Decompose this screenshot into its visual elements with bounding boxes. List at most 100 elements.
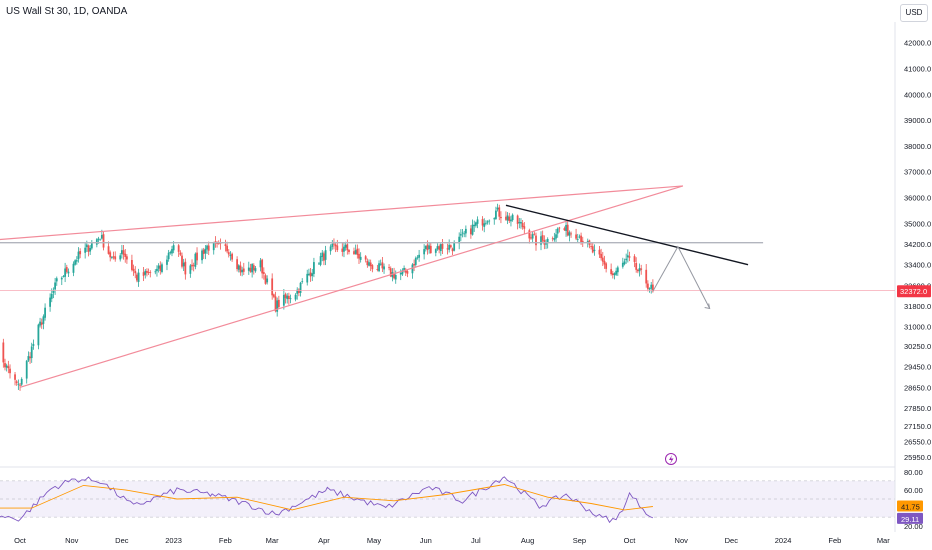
candle-body (633, 256, 636, 262)
candle-body (616, 267, 619, 273)
candle-body (286, 295, 289, 300)
candle-body (97, 238, 100, 240)
candle-body (271, 278, 274, 296)
candle-body (217, 243, 220, 245)
candle-body (354, 250, 357, 254)
candle-body (299, 282, 302, 293)
symbol-title: US Wall St 30, 1D, OANDA (6, 6, 128, 17)
candle-body (65, 267, 68, 272)
candle-body (122, 250, 125, 255)
time-tick-label: 2023 (165, 536, 182, 545)
candle-body (318, 263, 320, 265)
candle-body (605, 263, 608, 269)
candle-body (52, 290, 55, 293)
candle-body (434, 249, 437, 253)
candle-body (309, 272, 312, 277)
candle-body (75, 260, 78, 262)
candle-body (615, 270, 618, 275)
time-tick-label: Aug (521, 536, 534, 545)
price-tick-label: 31000.0 (904, 323, 931, 332)
candle-body (493, 218, 496, 220)
rsi-line (0, 476, 654, 524)
candle-body (448, 244, 451, 250)
candle-body (90, 243, 93, 249)
price-tick-label: 29450.0 (904, 363, 931, 372)
time-tick-label: Feb (828, 536, 841, 545)
candle-body (621, 262, 624, 267)
time-tick-label: Oct (14, 536, 27, 545)
candle-body (110, 257, 113, 258)
candle-body (201, 250, 203, 261)
candle-body (25, 360, 28, 379)
candle-body (551, 238, 554, 240)
candle-body (511, 214, 514, 221)
candle-body (416, 257, 419, 259)
candle-body (206, 245, 208, 250)
candle-body (626, 255, 629, 258)
candle-body (423, 249, 426, 255)
candle-body (389, 268, 392, 277)
candle-body (344, 245, 347, 248)
candle-body (264, 275, 267, 284)
price-tick-label: 34200.0 (904, 240, 931, 249)
candle-body (40, 322, 43, 325)
candle-body (55, 278, 58, 282)
candle-body (15, 381, 18, 384)
candle-body (294, 294, 297, 300)
candle-body (89, 248, 92, 252)
candle-body (236, 259, 239, 270)
candle-body (287, 295, 290, 299)
price-tick-label: 37000.0 (904, 168, 931, 177)
candle-body (558, 227, 561, 229)
candle-body (196, 252, 198, 261)
candle-body (114, 256, 117, 260)
candle-body (64, 268, 67, 277)
price-tick-label: 33400.0 (904, 261, 931, 270)
candle-body (177, 245, 180, 252)
time-tick-label: Oct (624, 536, 637, 545)
candle-body (179, 252, 182, 255)
candle-body (635, 263, 638, 270)
candle-body (146, 270, 148, 273)
price-tick-label: 30250.0 (904, 342, 931, 351)
candle-body (376, 268, 379, 270)
candle-body (399, 273, 402, 275)
time-tick-label: Jul (471, 536, 481, 545)
candle-body (446, 248, 449, 250)
candle-body (276, 300, 279, 312)
candle-body (438, 246, 441, 250)
candle-body (488, 220, 491, 222)
candle-body (54, 282, 57, 290)
wedge-lower-line (19, 185, 684, 388)
candle-body (181, 255, 183, 267)
time-tick-label: Mar (877, 536, 890, 545)
candle-body (44, 307, 46, 318)
candle-body (476, 219, 479, 224)
candle-body (523, 226, 526, 229)
candle-body (580, 235, 582, 243)
candle-body (301, 281, 304, 282)
candle-body (62, 276, 65, 277)
candle-body (500, 216, 502, 219)
candle-body (334, 244, 337, 247)
candle-body (29, 356, 31, 359)
candle-body (533, 233, 536, 235)
candle-body (156, 268, 158, 272)
candle-body (239, 265, 242, 273)
candle-body (112, 256, 115, 258)
candle-body (388, 267, 390, 268)
candle-body (272, 294, 275, 297)
candle-body (495, 210, 497, 219)
candle-body (346, 244, 349, 251)
price-tick-label: 31800.0 (904, 302, 931, 311)
candle-body (319, 256, 322, 265)
candle-body (371, 265, 374, 270)
candle-body (458, 236, 461, 244)
candle-body (159, 265, 162, 271)
candle-body (131, 259, 133, 270)
currency-button[interactable]: USD (900, 4, 928, 22)
candle-body (469, 228, 472, 235)
candle-body (171, 249, 173, 254)
candle-body (636, 269, 639, 272)
